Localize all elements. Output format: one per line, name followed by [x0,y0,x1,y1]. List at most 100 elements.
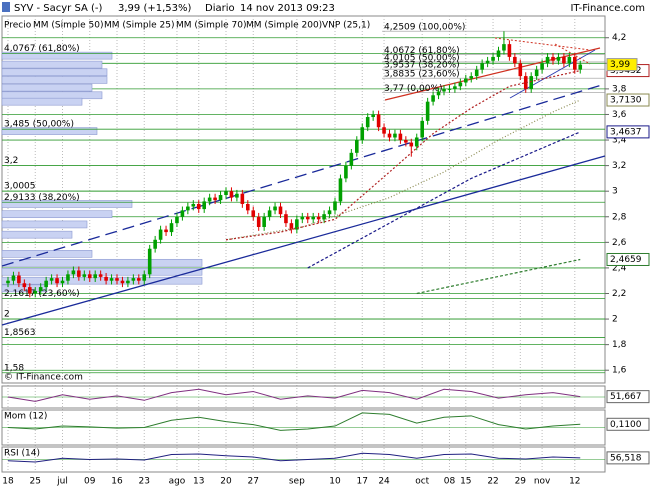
candle-body [33,290,38,294]
y-tick-label: 4,2 [612,33,626,43]
level-label: 2,1617 (23,60%) [4,289,80,299]
candle-body [191,203,196,207]
candle-body [180,210,185,217]
x-tick-label: 20 [220,477,232,487]
y-tick-label: 2,8 [612,212,627,222]
candle-body [333,201,337,211]
fib-label: 4,2509 (100,00%) [384,23,465,33]
value-box-label: 0,1100 [610,420,642,430]
y-tick-label: 3,6 [612,110,627,120]
fib-label: 3,9537 (38,20%) [384,61,460,71]
candle-body [44,280,48,288]
indicator-line [7,388,581,402]
value-box-label: 2,4659 [610,255,642,265]
candle-body [98,274,103,277]
volume-profile-bar [1,91,103,100]
x-tick-label: 09 [84,477,96,487]
candle-body [414,137,419,147]
volume-profile-bar [1,68,108,77]
volume-profile-bar [1,267,203,276]
candle-body [442,88,446,92]
candle-body [371,114,375,118]
x-tick-label: 22 [487,477,498,487]
candle-body [196,203,201,210]
candle-body [365,117,370,128]
candle-body [175,216,179,224]
candle-body [474,69,479,77]
candle-body [393,133,397,138]
candle-body [551,56,555,61]
candle-body [300,216,305,220]
ma-line [225,69,581,241]
candle-body [11,275,16,281]
brand: IT-Finance.com [570,3,645,14]
candle-body [382,127,386,134]
y-tick-label: 3,2 [612,161,626,171]
y-tick-label: 2,4 [612,263,627,273]
legend-entry: MM (Simple 50) [33,21,103,31]
candle-body [262,216,266,227]
volume-profile-bar [1,127,98,135]
x-tick-label: 16 [111,477,123,487]
legend-entry: MM (Simple 25) [104,21,174,31]
volume-profile-bar [1,220,88,229]
candle-body [518,63,523,77]
trend-line [1,155,606,326]
candle-body [436,91,441,96]
fib-label: 3,8835 (23,60%) [384,70,460,80]
value-box [606,125,650,139]
candle-body [529,76,533,89]
candle-body [251,210,256,217]
y-tick-label: 3,8 [612,84,627,94]
x-tick-label: 25 [30,477,41,487]
x-tick-label: 17 [357,477,368,487]
indicator-line [7,452,581,463]
candle-body [355,140,359,153]
candle-body [267,210,272,217]
price-change: 3,99 (+1,53%) [118,3,191,14]
trend-line [1,83,606,267]
last-price-label: 3,99 [610,60,630,70]
candle-body [158,229,163,240]
candle-body [235,193,239,198]
y-tick-label: 1,6 [612,366,627,376]
x-tick-label: 12 [569,477,580,487]
level-label: 3,0005 [4,182,36,192]
candle-body [202,201,206,210]
candle-body [218,195,223,201]
value-box-label: 3,7130 [610,96,642,106]
value-box [606,390,650,404]
candle-body [109,278,114,281]
candle-body [120,280,125,284]
candle-body [49,278,54,281]
volume-profile-bar [1,83,93,92]
candle-body [147,248,152,275]
period: Diario [205,3,235,14]
x-tick-label: jul [56,477,68,487]
candle-body [349,152,354,166]
candle-body [256,216,261,227]
candle-body [93,274,97,279]
candle-body [295,219,299,230]
candle-body [213,197,217,201]
volume-profile-bar [1,97,83,106]
value-box [606,93,650,107]
value-box-label: 51,667 [610,392,642,402]
candle-body [246,203,250,211]
under-layer [1,16,606,473]
volume-profile-bar [1,276,203,285]
main-panel [1,15,606,384]
x-tick-label: 24 [378,477,390,487]
candle-body [289,223,294,230]
x-tick-label: 29 [515,477,527,487]
symbol: SYV - Sacyr SA (-) [14,3,103,14]
value-box-label: 56,518 [610,453,642,463]
fib-label: 4,0672 (61,80%) [384,46,460,56]
legend-entry: Precio [4,21,32,31]
over-layer: 18 25 jul 09 16 23 ago 13 20 27 sep 10 17 24 oct 08 15 22… [2,21,650,487]
candle-body [126,280,130,284]
y-tick-label: 1,8 [612,340,627,350]
candle-body [142,274,147,281]
candle-body [131,278,136,281]
candle-body [507,44,512,57]
